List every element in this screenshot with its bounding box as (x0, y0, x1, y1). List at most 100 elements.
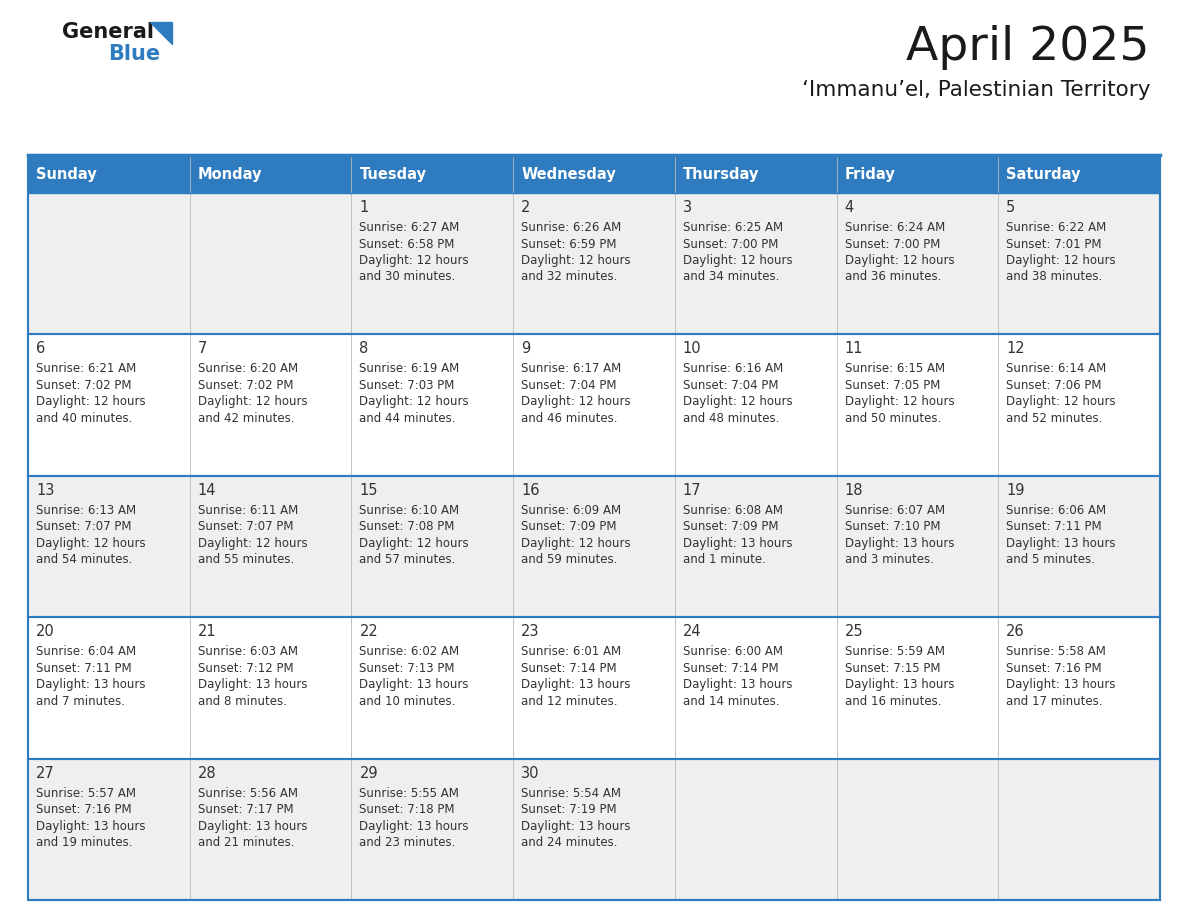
Text: Sunrise: 6:09 AM: Sunrise: 6:09 AM (522, 504, 621, 517)
Bar (513, 617, 675, 758)
Bar (836, 193, 998, 334)
Text: 28: 28 (197, 766, 216, 780)
Text: Sunrise: 5:57 AM: Sunrise: 5:57 AM (36, 787, 135, 800)
Bar (836, 617, 998, 758)
Bar (29, 193, 190, 334)
Text: and 16 minutes.: and 16 minutes. (845, 695, 941, 708)
Text: Sunset: 7:07 PM: Sunset: 7:07 PM (36, 521, 132, 533)
Text: 18: 18 (845, 483, 862, 498)
Bar (513, 193, 675, 334)
Text: and 12 minutes.: and 12 minutes. (522, 695, 618, 708)
Text: 13: 13 (36, 483, 55, 498)
Text: 4: 4 (845, 200, 854, 215)
Text: and 38 minutes.: and 38 minutes. (1006, 271, 1102, 284)
Bar (513, 155, 675, 193)
Text: Daylight: 13 hours: Daylight: 13 hours (1006, 678, 1116, 691)
Text: and 24 minutes.: and 24 minutes. (522, 836, 618, 849)
Polygon shape (150, 22, 172, 44)
Text: and 57 minutes.: and 57 minutes. (360, 554, 456, 566)
Text: Tuesday: Tuesday (360, 166, 426, 182)
Bar (352, 155, 513, 193)
Text: Sunrise: 6:13 AM: Sunrise: 6:13 AM (36, 504, 137, 517)
Text: and 42 minutes.: and 42 minutes. (197, 412, 295, 425)
Bar (352, 334, 513, 476)
Text: 9: 9 (522, 341, 530, 356)
Bar (352, 193, 513, 334)
Bar (29, 617, 190, 758)
Text: Friday: Friday (845, 166, 896, 182)
Text: and 17 minutes.: and 17 minutes. (1006, 695, 1102, 708)
Text: and 46 minutes.: and 46 minutes. (522, 412, 618, 425)
Text: Sunset: 7:16 PM: Sunset: 7:16 PM (36, 803, 132, 816)
Text: Sunrise: 5:54 AM: Sunrise: 5:54 AM (522, 787, 621, 800)
Bar (190, 334, 352, 476)
Text: Sunset: 7:12 PM: Sunset: 7:12 PM (197, 662, 293, 675)
Bar (675, 334, 836, 476)
Text: and 55 minutes.: and 55 minutes. (197, 554, 293, 566)
Text: Daylight: 12 hours: Daylight: 12 hours (1006, 254, 1116, 267)
Text: Sunset: 7:14 PM: Sunset: 7:14 PM (522, 662, 617, 675)
Bar (998, 193, 1159, 334)
Text: Sunset: 7:04 PM: Sunset: 7:04 PM (522, 379, 617, 392)
Text: 16: 16 (522, 483, 539, 498)
Text: Daylight: 13 hours: Daylight: 13 hours (1006, 537, 1116, 550)
Text: 25: 25 (845, 624, 864, 639)
Text: 2: 2 (522, 200, 531, 215)
Text: Daylight: 12 hours: Daylight: 12 hours (845, 254, 954, 267)
Text: Daylight: 12 hours: Daylight: 12 hours (360, 254, 469, 267)
Text: Daylight: 12 hours: Daylight: 12 hours (845, 396, 954, 409)
Bar (675, 617, 836, 758)
Text: Sunrise: 5:55 AM: Sunrise: 5:55 AM (360, 787, 460, 800)
Text: Sunset: 7:03 PM: Sunset: 7:03 PM (360, 379, 455, 392)
Text: Sunrise: 6:16 AM: Sunrise: 6:16 AM (683, 363, 783, 375)
Text: and 5 minutes.: and 5 minutes. (1006, 554, 1095, 566)
Text: Sunset: 7:07 PM: Sunset: 7:07 PM (197, 521, 293, 533)
Text: 21: 21 (197, 624, 216, 639)
Text: Sunrise: 6:08 AM: Sunrise: 6:08 AM (683, 504, 783, 517)
Text: 14: 14 (197, 483, 216, 498)
Text: Sunrise: 5:58 AM: Sunrise: 5:58 AM (1006, 645, 1106, 658)
Text: 24: 24 (683, 624, 701, 639)
Text: Sunrise: 6:26 AM: Sunrise: 6:26 AM (522, 221, 621, 234)
Text: Sunrise: 6:01 AM: Sunrise: 6:01 AM (522, 645, 621, 658)
Bar (29, 334, 190, 476)
Text: Sunrise: 6:00 AM: Sunrise: 6:00 AM (683, 645, 783, 658)
Text: 12: 12 (1006, 341, 1025, 356)
Text: Daylight: 12 hours: Daylight: 12 hours (360, 396, 469, 409)
Text: Sunrise: 6:14 AM: Sunrise: 6:14 AM (1006, 363, 1106, 375)
Text: 15: 15 (360, 483, 378, 498)
Text: Daylight: 12 hours: Daylight: 12 hours (360, 537, 469, 550)
Bar (513, 334, 675, 476)
Text: and 14 minutes.: and 14 minutes. (683, 695, 779, 708)
Text: Sunset: 7:11 PM: Sunset: 7:11 PM (36, 662, 132, 675)
Text: and 40 minutes.: and 40 minutes. (36, 412, 132, 425)
Text: Sunrise: 6:25 AM: Sunrise: 6:25 AM (683, 221, 783, 234)
Bar (675, 758, 836, 900)
Text: and 54 minutes.: and 54 minutes. (36, 554, 132, 566)
Bar (836, 155, 998, 193)
Bar (352, 476, 513, 617)
Text: and 32 minutes.: and 32 minutes. (522, 271, 618, 284)
Text: Sunrise: 6:20 AM: Sunrise: 6:20 AM (197, 363, 298, 375)
Bar (998, 476, 1159, 617)
Text: 11: 11 (845, 341, 862, 356)
Text: Sunset: 7:00 PM: Sunset: 7:00 PM (845, 238, 940, 251)
Bar (836, 334, 998, 476)
Text: 22: 22 (360, 624, 378, 639)
Text: General: General (62, 22, 154, 42)
Text: 1: 1 (360, 200, 368, 215)
Text: Daylight: 13 hours: Daylight: 13 hours (197, 678, 308, 691)
Text: and 7 minutes.: and 7 minutes. (36, 695, 125, 708)
Bar (998, 334, 1159, 476)
Text: Daylight: 12 hours: Daylight: 12 hours (36, 537, 146, 550)
Text: Sunrise: 6:17 AM: Sunrise: 6:17 AM (522, 363, 621, 375)
Text: Daylight: 12 hours: Daylight: 12 hours (683, 254, 792, 267)
Bar (352, 617, 513, 758)
Text: Blue: Blue (108, 44, 160, 64)
Text: Sunset: 7:09 PM: Sunset: 7:09 PM (683, 521, 778, 533)
Text: Daylight: 12 hours: Daylight: 12 hours (683, 396, 792, 409)
Text: Sunset: 7:09 PM: Sunset: 7:09 PM (522, 521, 617, 533)
Bar (29, 758, 190, 900)
Bar (190, 193, 352, 334)
Text: Sunset: 7:08 PM: Sunset: 7:08 PM (360, 521, 455, 533)
